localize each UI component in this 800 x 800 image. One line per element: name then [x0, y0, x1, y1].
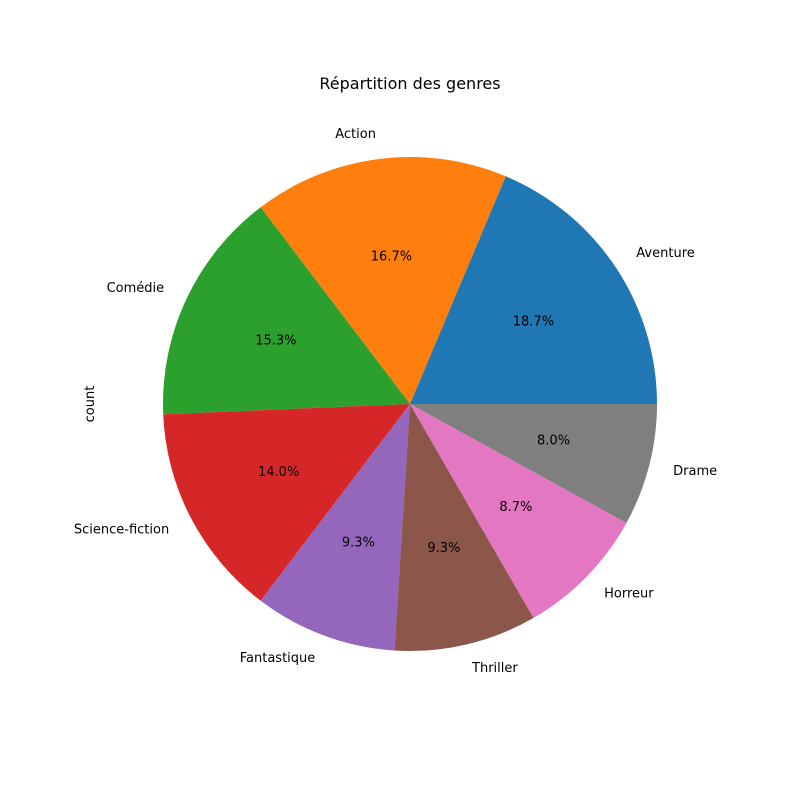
category-label: Thriller: [471, 661, 518, 676]
pie-slice-drame: [410, 404, 657, 523]
category-label: Aventure: [636, 246, 694, 261]
category-label: Comédie: [107, 281, 165, 296]
pie-slice-fantastique: [260, 404, 410, 651]
category-label: Fantastique: [240, 651, 316, 666]
percent-label: 9.3%: [427, 541, 460, 556]
slice-labels: Aventure 18.7% Action 16.7% Comédie 15.3% Scie…: [74, 127, 717, 676]
pie-slice-action: [260, 157, 506, 404]
pie-slice-horreur: [410, 404, 627, 618]
percent-label: 8.7%: [499, 500, 532, 515]
y-axis-label: count: [83, 386, 98, 423]
pie-slices: [163, 157, 657, 651]
percent-label: 14.0%: [258, 465, 299, 480]
percent-label: 15.3%: [255, 333, 296, 348]
category-label: Action: [335, 127, 376, 142]
chart-title: Répartition des genres: [319, 74, 500, 93]
percent-label: 18.7%: [513, 314, 554, 329]
category-label: Drame: [673, 464, 717, 479]
percent-label: 9.3%: [342, 535, 375, 550]
pie-slice-com-die: [163, 207, 410, 415]
pie-slice-science-fiction: [163, 404, 410, 601]
pie-slice-thriller: [394, 404, 534, 651]
percent-label: 16.7%: [371, 249, 412, 264]
category-label: Science-fiction: [74, 522, 169, 537]
percent-label: 8.0%: [537, 433, 570, 448]
category-label: Horreur: [604, 587, 654, 602]
pie-slice-aventure: [410, 176, 657, 404]
